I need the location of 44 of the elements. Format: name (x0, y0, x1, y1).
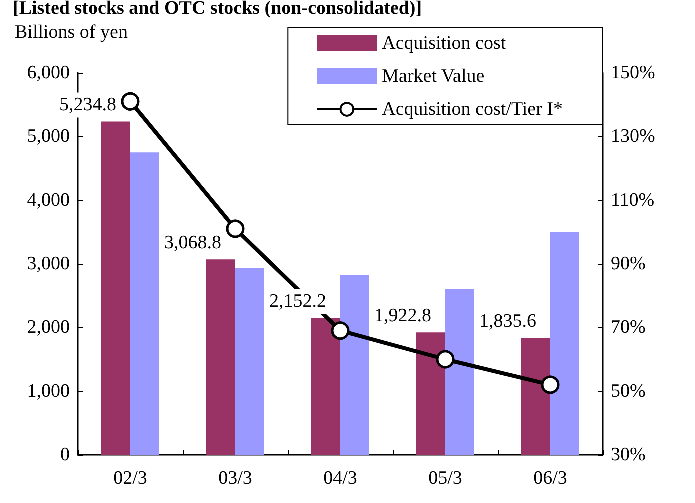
data-label: 5,234.8 (60, 94, 116, 116)
y2-tick-label: 30% (611, 444, 646, 466)
y2-tick-label: 70% (611, 317, 646, 338)
x-tick-label: 04/3 (324, 468, 358, 489)
y2-tick-label: 50% (611, 380, 646, 402)
x-tick-label: 05/3 (428, 468, 462, 489)
y2-tick-label: 110% (611, 190, 655, 211)
legend-label: Acquisition cost/Tier I* (382, 99, 564, 120)
y2-tick-label: 130% (611, 126, 656, 148)
legend-label: Acquisition cost (382, 33, 507, 54)
data-label: 1,922.8 (374, 306, 432, 327)
bar (130, 152, 160, 455)
chart-title: [Listed stocks and OTC stocks (non-consolidated)] (13, 0, 422, 19)
data-label: 2,152.2 (270, 290, 326, 312)
bar (522, 338, 550, 455)
y-tick-label: 3,000 (27, 254, 70, 274)
y-tick-label: 2,000 (27, 317, 70, 338)
x-tick-label: 03/3 (218, 468, 252, 489)
y-tick-label: 5,000 (27, 126, 70, 148)
y-tick-label: 0 (60, 444, 70, 466)
bar (416, 332, 446, 455)
point (541, 376, 560, 394)
point (331, 322, 350, 340)
point (436, 350, 455, 369)
point (121, 92, 140, 111)
y2-tick-label: 150% (611, 62, 656, 84)
bar (550, 232, 580, 455)
x-tick-label: 06/3 (534, 468, 568, 489)
bar (340, 275, 370, 455)
y-tick-label: 1,000 (27, 380, 70, 402)
bar (102, 122, 130, 455)
bar (312, 318, 340, 455)
x-tick-label: 02/3 (114, 468, 148, 489)
bar (446, 289, 474, 455)
bar (206, 260, 236, 455)
point (226, 220, 245, 238)
y2-tick-label: 90% (611, 254, 646, 274)
data-label: 3,068.8 (164, 232, 222, 254)
legend-label: Market Value (382, 66, 485, 87)
y-tick-label: 4,000 (27, 190, 70, 211)
data-label: 1,835.6 (480, 311, 536, 332)
y-tick-label: 6,000 (27, 62, 70, 84)
bar (236, 268, 264, 455)
y-axis-title: Billions of yen (15, 22, 128, 43)
